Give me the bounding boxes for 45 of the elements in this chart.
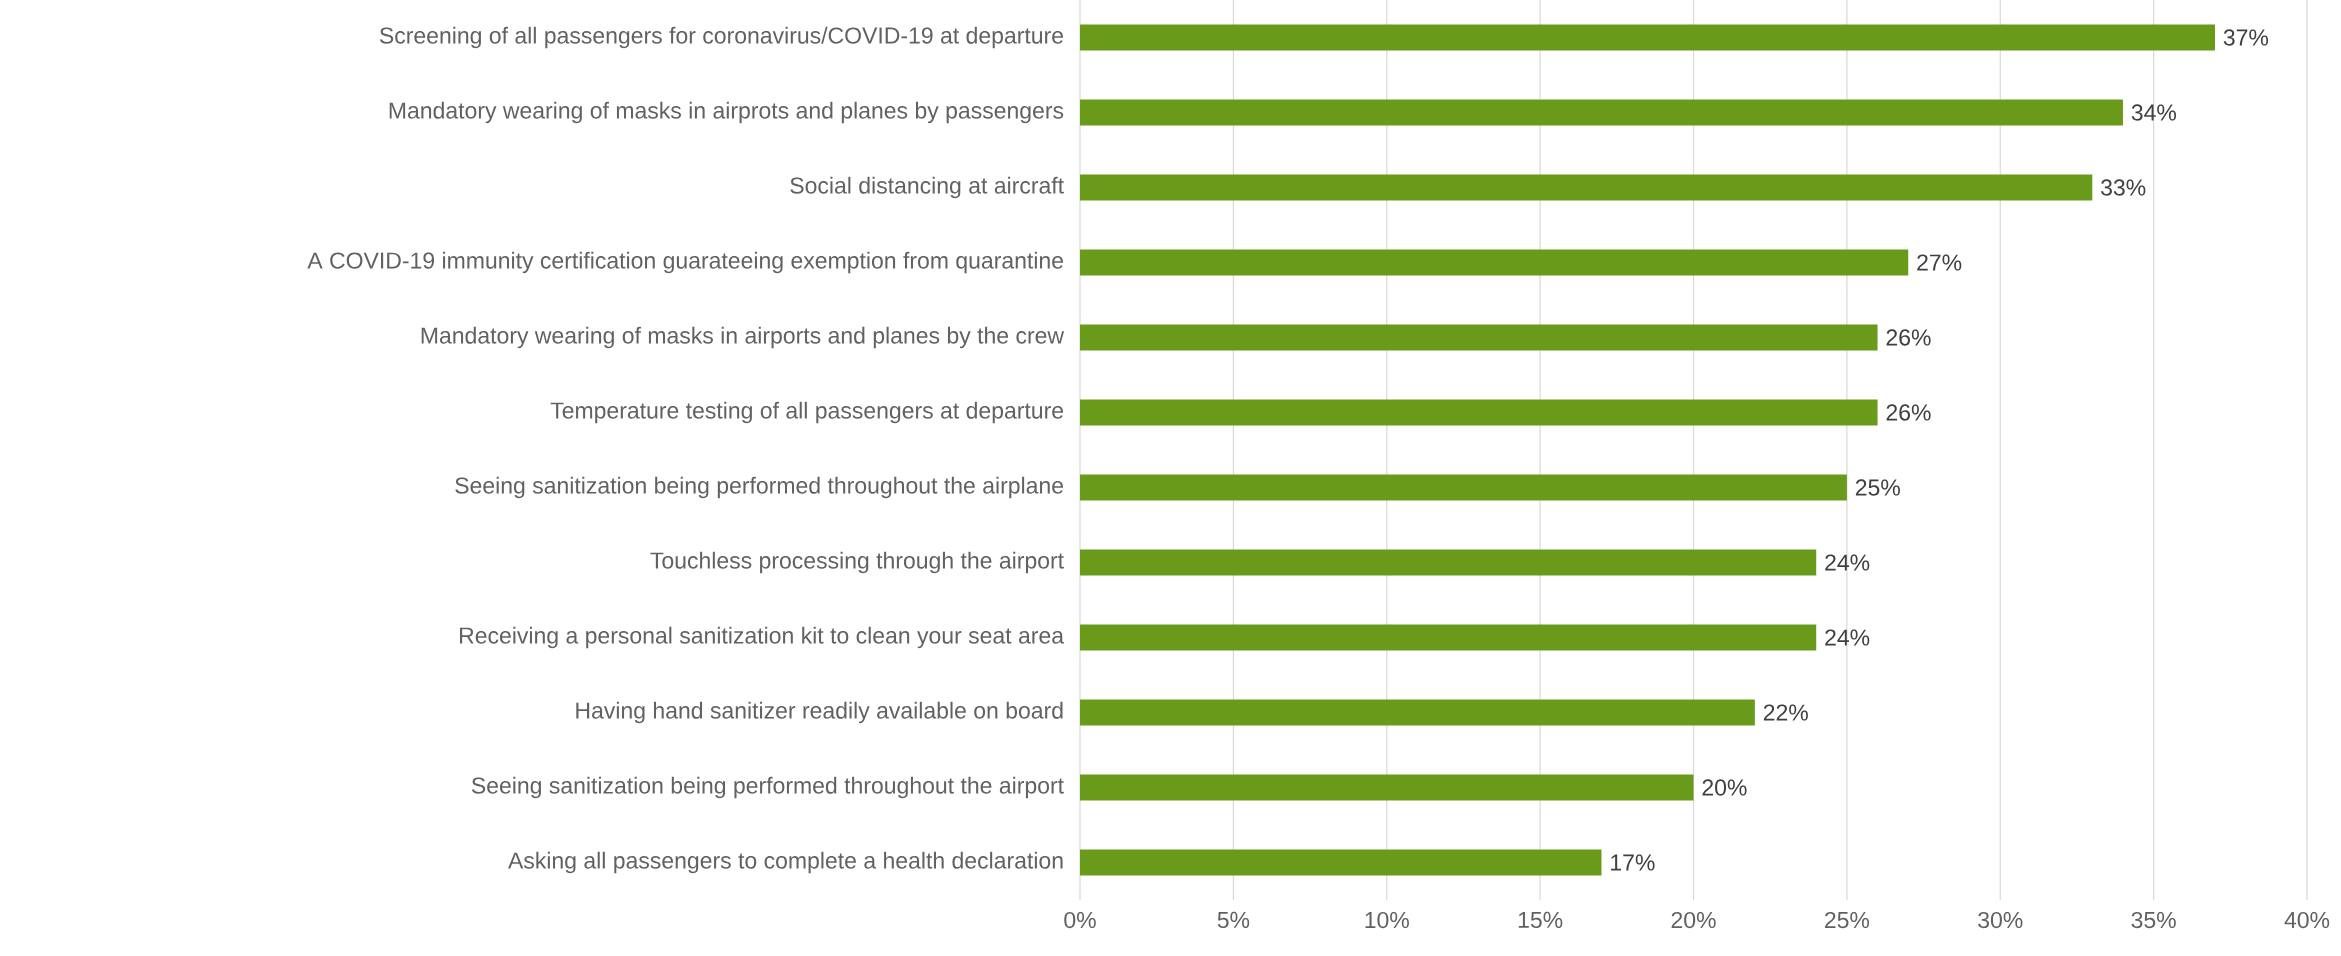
y-tick-label: Temperature testing of all passengers at departure bbox=[550, 401, 1064, 424]
bar bbox=[1080, 174, 2093, 201]
data-label: 26% bbox=[1886, 329, 1931, 346]
data-label: 24% bbox=[1825, 629, 1870, 646]
x-tick-label: 20% bbox=[1671, 911, 1716, 929]
bar bbox=[1080, 549, 1817, 576]
y-tick-label: Mandatory wearing of masks in airprots and planes by passengers bbox=[389, 101, 1064, 124]
y-tick-label: Having hand sanitizer readily available on board bbox=[576, 701, 1063, 724]
y-tick-label: Seeing sanitization being performed throughout the airport bbox=[471, 776, 1064, 799]
y-tick-label: Social distancing at aircraft bbox=[790, 176, 1064, 199]
x-tick-label: 10% bbox=[1365, 911, 1409, 929]
x-tick-label: 15% bbox=[1518, 911, 1563, 929]
data-label: 24% bbox=[1825, 554, 1870, 571]
data-label: 20% bbox=[1702, 779, 1747, 796]
x-tick-label: 25% bbox=[1825, 911, 1870, 929]
bar bbox=[1080, 249, 1909, 276]
bar bbox=[1080, 624, 1817, 651]
y-tick-label: A COVID-19 immunity certification guarateeing exemption from quarantine bbox=[307, 251, 1063, 274]
data-label: 22% bbox=[1763, 704, 1808, 721]
data-label: 26% bbox=[1886, 404, 1931, 421]
x-tick-label: 30% bbox=[1978, 911, 2023, 929]
bar bbox=[1080, 474, 1847, 501]
bar bbox=[1080, 699, 1755, 726]
x-tick-label: 0% bbox=[1064, 911, 1096, 929]
y-tick-label: Touchless processing through the airport bbox=[650, 551, 1064, 574]
y-tick-label: Screening of all passengers for coronavirus/COVID-19 at departure bbox=[379, 26, 1064, 49]
bar bbox=[1080, 399, 1878, 426]
bar bbox=[1080, 774, 1694, 801]
bar bbox=[1080, 99, 2123, 126]
bar bbox=[1080, 324, 1878, 351]
bar bbox=[1080, 849, 1602, 876]
data-label: 37% bbox=[2223, 29, 2269, 46]
x-tick-label: 40% bbox=[2284, 911, 2330, 929]
data-label: 27% bbox=[1917, 254, 1962, 271]
y-tick-label: Mandatory wearing of masks in airports and planes by the crew bbox=[421, 326, 1065, 349]
x-tick-label: 5% bbox=[1217, 911, 1250, 929]
x-tick-label: 35% bbox=[2131, 911, 2176, 929]
data-label: 34% bbox=[2131, 104, 2177, 121]
data-label: 25% bbox=[1855, 479, 1900, 496]
y-tick-label: Asking all passengers to complete a health declaration bbox=[508, 851, 1063, 874]
y-tick-label: Seeing sanitization being performed throughout the airplane bbox=[455, 476, 1064, 499]
data-label: 17% bbox=[1611, 854, 1655, 871]
y-tick-label: Receiving a personal sanitization kit to clean your seat area bbox=[460, 626, 1065, 649]
bar bbox=[1080, 24, 2215, 51]
data-label: 33% bbox=[2101, 179, 2146, 196]
